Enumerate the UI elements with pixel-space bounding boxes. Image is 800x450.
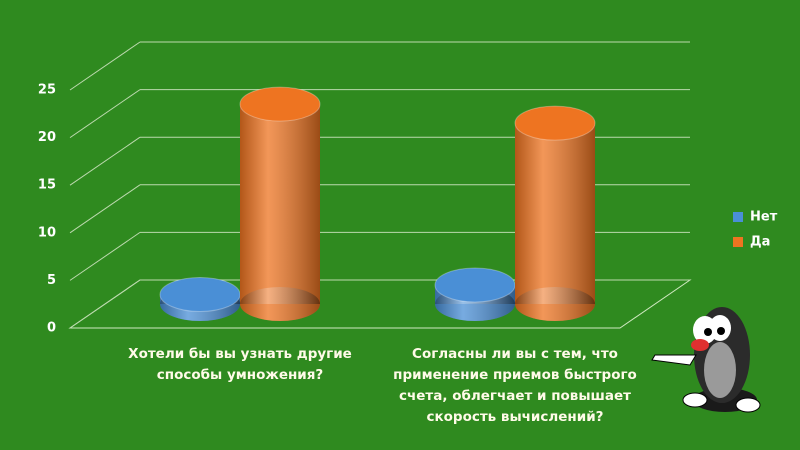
grid-line-side xyxy=(69,279,141,329)
bar-body-shade xyxy=(240,104,320,304)
bar-top xyxy=(434,267,516,303)
grid-line-side xyxy=(69,136,141,186)
x-tick-label: Хотели бы вы узнать другие способы умнож… xyxy=(128,346,352,383)
legend-label: Да xyxy=(750,235,770,250)
y-tick-label: 15 xyxy=(38,178,56,193)
y-tick-label: 10 xyxy=(38,225,56,240)
bar xyxy=(159,276,241,321)
bar-top xyxy=(514,105,596,141)
bar xyxy=(434,267,516,321)
y-tick-label: 5 xyxy=(47,273,56,288)
x-tick-label: Согласны ли вы с тем, что применение при… xyxy=(393,346,637,425)
grid-line-side xyxy=(69,184,141,234)
grid-line-side xyxy=(69,89,141,139)
bar xyxy=(239,86,321,321)
bar-body-shade xyxy=(515,123,595,305)
bar-top xyxy=(239,86,321,122)
y-tick-label: 25 xyxy=(38,83,56,98)
grid-line-side xyxy=(69,41,141,91)
y-tick-label: 0 xyxy=(47,321,56,336)
mole-illustration xyxy=(651,307,761,413)
grid-line-side xyxy=(69,231,141,281)
bar xyxy=(514,105,596,321)
legend-label: Нет xyxy=(750,210,778,225)
legend-swatch xyxy=(733,212,743,222)
legend-swatch xyxy=(733,237,743,247)
bar-top xyxy=(159,276,241,312)
y-tick-label: 20 xyxy=(38,130,56,145)
